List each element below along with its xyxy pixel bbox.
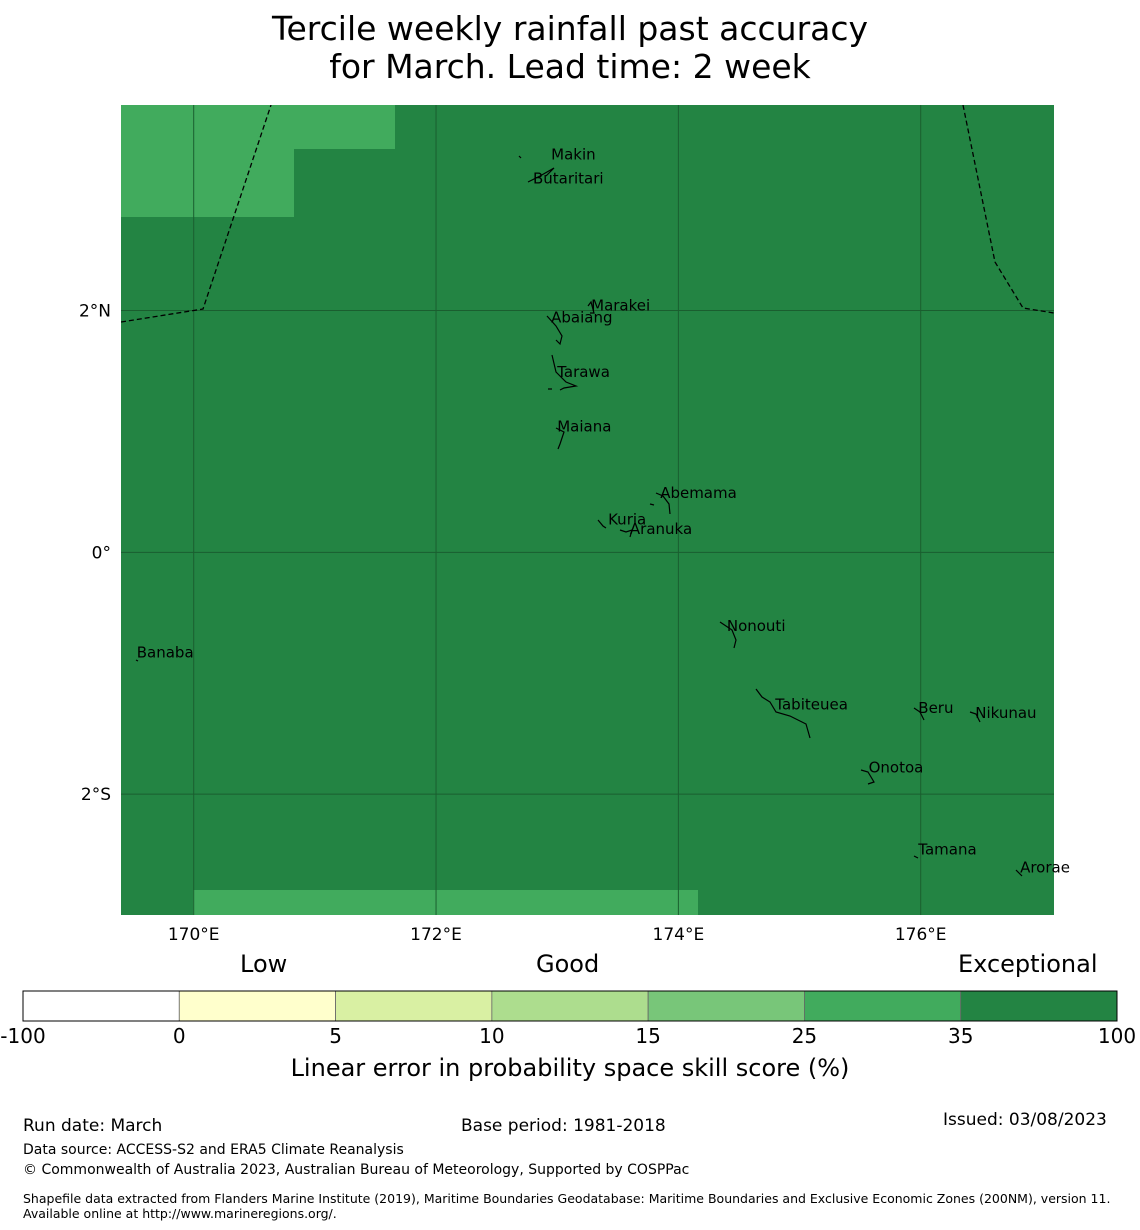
colorbar-tick-label: 0 <box>172 1024 186 1048</box>
island-label-maiana: Maiana <box>557 417 611 435</box>
base-period: Base period: 1981-2018 <box>461 1116 666 1136</box>
island-coastline <box>755 688 811 739</box>
island-coastline <box>555 427 565 450</box>
skill-cell-nw <box>121 105 395 217</box>
island-label-nonouti: Nonouti <box>727 617 786 635</box>
island-coastline <box>969 711 981 723</box>
island-label-tabiteuea: Tabiteuea <box>774 695 848 713</box>
island-label-aranuka: Aranuka <box>630 520 692 538</box>
island-label-tarawa: Tarawa <box>556 363 610 381</box>
island-coastline <box>135 659 139 662</box>
island-label-arorae: Arorae <box>1020 859 1070 877</box>
island-label-abemama: Abemama <box>660 484 737 502</box>
issued-date: Issued: 03/08/2023 <box>943 1110 1107 1130</box>
lon-tick-label: 172°E <box>410 925 462 945</box>
island-coastline <box>518 155 522 159</box>
island-coastline <box>913 707 925 721</box>
lat-tick-label: 0° <box>92 543 111 563</box>
colorbar-bin-0 <box>22 990 180 1022</box>
colorbar-frame <box>22 990 1118 1022</box>
colorbar-axis-title: Linear error in probability space skill … <box>290 1054 850 1082</box>
colorbar-tick-label: 10 <box>479 1024 505 1048</box>
lon-tick-label: 170°E <box>168 925 220 945</box>
colorbar-bin-1 <box>178 990 336 1022</box>
title-line-2: for March. Lead time: 2 week <box>329 47 811 86</box>
island-label-onotoa: Onotoa <box>869 758 924 776</box>
island-coastline <box>1015 869 1023 877</box>
island-label-banaba: Banaba <box>137 643 194 661</box>
colorbar-label-low: Low <box>240 950 288 978</box>
copyright: © Commonwealth of Australia 2023, Austra… <box>23 1162 690 1178</box>
island-coastline <box>551 354 579 391</box>
island-label-marakei: Marakei <box>591 297 650 315</box>
island-label-abaiang: Abaiang <box>551 309 612 327</box>
island-label-beru: Beru <box>918 699 953 717</box>
colorbar-tick-label: 35 <box>947 1024 974 1048</box>
island-label-makin: Makin <box>551 145 596 163</box>
island-label-kuria: Kuria <box>608 511 646 529</box>
colorbar-bin-2 <box>335 990 493 1022</box>
lon-tick-label: 176°E <box>895 925 947 945</box>
island-coastline <box>913 855 919 859</box>
lat-tick-label: 2°S <box>81 785 111 805</box>
title-line-1: Tercile weekly rainfall past accuracy <box>271 9 869 48</box>
colorbar-tick-label: -100 <box>0 1024 46 1048</box>
island-coastline <box>649 503 655 506</box>
lon-tick-label: 174°E <box>653 925 705 945</box>
colorbar <box>22 990 1118 1022</box>
run-date: Run date: March <box>23 1116 163 1136</box>
colorbar-tick-label: 25 <box>791 1024 818 1048</box>
island-label-nikunau: Nikunau <box>975 704 1036 722</box>
colorbar-tick-label: 100 <box>1097 1024 1137 1048</box>
island-coastline <box>719 621 737 649</box>
colorbar-tick-label: 15 <box>635 1024 661 1048</box>
island-coastline <box>587 300 595 314</box>
colorbar-label-good: Good <box>536 950 600 978</box>
island-coastline <box>619 529 633 538</box>
island-coastline <box>527 167 555 183</box>
data-source: Data source: ACCESS-S2 and ERA5 Climate … <box>23 1142 404 1158</box>
skill-cell-s <box>193 890 698 915</box>
lat-tick-label: 2°N <box>79 302 111 322</box>
island-coastline <box>597 519 607 529</box>
eez-boundary-east <box>962 105 1054 314</box>
eez-boundary-west <box>121 105 272 323</box>
colorbar-bin-6 <box>960 990 1118 1022</box>
colorbar-bin-4 <box>647 990 805 1022</box>
colorbar-tick-label: 5 <box>329 1024 342 1048</box>
island-label-butaritari: Butaritari <box>533 170 604 188</box>
island-coastline <box>655 492 671 515</box>
island-coastline <box>546 315 563 346</box>
colorbar-bin-5 <box>804 990 962 1022</box>
chart-title: Tercile weekly rainfall past accuracy fo… <box>0 10 1140 86</box>
colorbar-bin-3 <box>491 990 649 1022</box>
shapefile-credit: Shapefile data extracted from Flanders M… <box>23 1191 1111 1221</box>
island-coastline <box>860 769 875 785</box>
skill-field-base <box>121 105 1054 915</box>
island-label-tamana: Tamana <box>917 841 976 859</box>
colorbar-label-exceptional: Exceptional <box>958 950 1098 978</box>
